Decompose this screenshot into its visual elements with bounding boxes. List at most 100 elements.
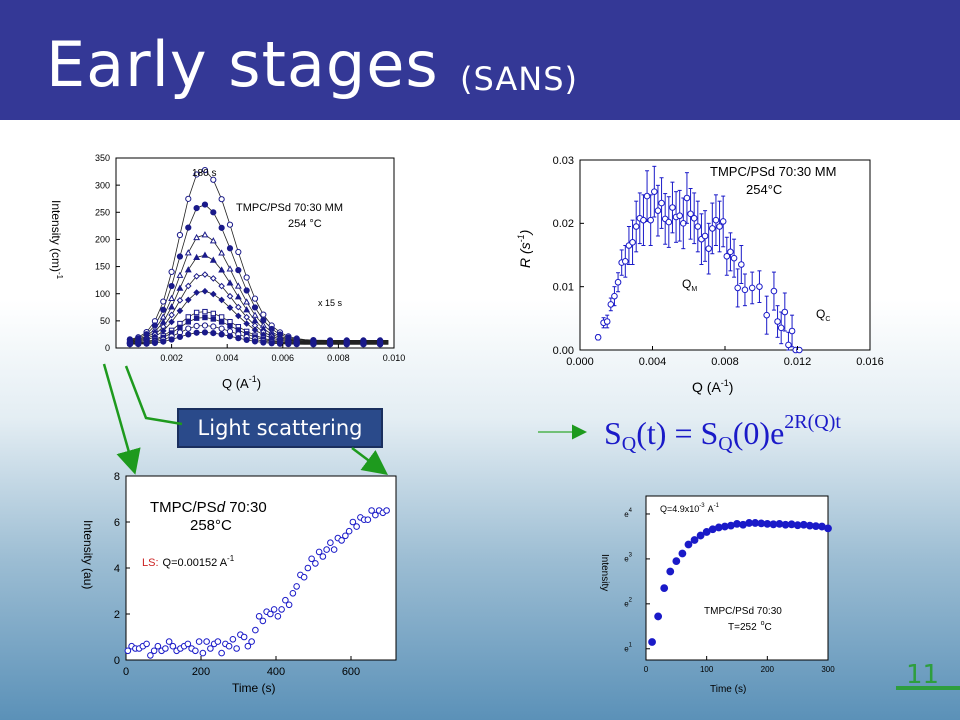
svg-text:SQ(t) = SQ(0)e2R(Q)t: SQ(t) = SQ(0)e2R(Q)t xyxy=(604,411,841,455)
data-point xyxy=(774,318,781,325)
data-point xyxy=(310,341,317,348)
data-point xyxy=(289,590,297,597)
annotation-q: LS: Q=0.00152 A-1 xyxy=(142,554,235,569)
data-point xyxy=(788,327,796,335)
data-point xyxy=(690,214,698,222)
data-point xyxy=(651,188,658,195)
annotation-temperature: T=252 oC xyxy=(728,620,772,633)
x-tick-label: 200 xyxy=(761,665,775,674)
y-tick-label: e1 xyxy=(624,643,632,654)
data-point xyxy=(643,192,651,200)
data-point xyxy=(672,557,681,566)
data-point xyxy=(377,341,384,348)
light-scattering-callout: Light scattering xyxy=(177,408,383,448)
data-point xyxy=(260,339,267,346)
data-point xyxy=(210,323,217,330)
annotation-temperature: 254°C xyxy=(746,182,782,197)
data-point xyxy=(218,224,225,231)
data-point xyxy=(209,256,217,263)
data-point xyxy=(694,223,702,230)
data-point xyxy=(229,636,237,643)
data-point xyxy=(278,606,285,613)
data-point xyxy=(738,261,745,268)
data-point xyxy=(300,573,308,581)
data-point xyxy=(248,638,255,645)
y-tick-label: 100 xyxy=(95,289,110,299)
data-point xyxy=(665,218,673,226)
annotation-sample: TMPC/PSd 70:30 MM xyxy=(236,202,343,214)
data-point xyxy=(151,339,159,347)
data-point xyxy=(330,546,338,553)
data-point xyxy=(176,333,184,341)
data-point xyxy=(201,271,209,278)
growth-rate-chart: 0.000 0.004 0.008 0.012 0.016 0.00 0.01 0.02 0.0… xyxy=(516,155,884,395)
data-point xyxy=(648,638,656,646)
data-point xyxy=(756,283,763,290)
annotation-qm: QM xyxy=(682,277,697,293)
data-point xyxy=(251,338,259,345)
data-point xyxy=(218,266,226,273)
data-point xyxy=(160,298,167,305)
data-point xyxy=(210,209,217,216)
data-point xyxy=(285,340,292,348)
data-point xyxy=(315,548,323,556)
y-tick-label: 0.00 xyxy=(553,345,574,357)
annotation-qc: QC xyxy=(816,307,830,323)
data-point xyxy=(349,518,357,526)
annotation-sample: TMPC/PSd 70:30 xyxy=(704,606,782,617)
data-point xyxy=(632,223,640,230)
data-point xyxy=(225,642,233,650)
data-point xyxy=(192,647,199,655)
data-point xyxy=(209,275,217,282)
data-point xyxy=(143,640,150,648)
data-point xyxy=(251,326,259,334)
y-tick-label: 0.03 xyxy=(553,155,574,167)
data-point xyxy=(763,311,770,319)
y-tick-label: 150 xyxy=(95,262,110,272)
data-point xyxy=(360,341,367,348)
data-point xyxy=(209,290,217,298)
data-point xyxy=(203,638,210,645)
data-point xyxy=(240,633,248,641)
data-point xyxy=(210,176,217,183)
x-tick-label: 300 xyxy=(821,665,835,674)
data-point xyxy=(235,303,242,311)
data-point xyxy=(218,196,225,203)
data-point xyxy=(176,231,184,239)
data-point xyxy=(326,341,334,348)
data-point xyxy=(218,319,225,325)
annotation-temperature: 254 °C xyxy=(288,218,322,230)
data-point xyxy=(235,248,242,256)
y-tick-label: 250 xyxy=(95,207,110,217)
sans-intensity-chart: 0.002 0.004 0.006 0.008 0.010 0 50 100 150 200 250… xyxy=(49,153,405,391)
data-point xyxy=(640,216,647,224)
data-point xyxy=(781,308,789,316)
arrow-left xyxy=(102,363,141,475)
x-tick-label: 200 xyxy=(192,666,210,678)
y-tick-label: 50 xyxy=(100,316,110,326)
data-point xyxy=(202,314,208,321)
data-point xyxy=(705,245,712,252)
x-axis-label: Time (s) xyxy=(710,684,746,695)
data-point xyxy=(201,322,209,329)
data-point xyxy=(210,316,217,322)
data-point xyxy=(168,294,176,302)
y-tick-label: e2 xyxy=(624,598,632,609)
data-point xyxy=(168,311,175,319)
data-point xyxy=(342,532,349,540)
page-number: 11 xyxy=(906,660,940,690)
data-point xyxy=(696,531,705,540)
data-point xyxy=(201,166,209,174)
data-point xyxy=(660,584,669,593)
data-point xyxy=(176,297,184,304)
data-point xyxy=(201,201,209,208)
data-point xyxy=(285,601,293,609)
data-point xyxy=(712,216,720,224)
data-point xyxy=(629,239,636,246)
data-point xyxy=(210,310,217,317)
data-point xyxy=(169,642,177,650)
data-point xyxy=(193,289,200,296)
data-point xyxy=(748,284,756,292)
data-point xyxy=(160,306,167,313)
data-point xyxy=(147,652,154,659)
